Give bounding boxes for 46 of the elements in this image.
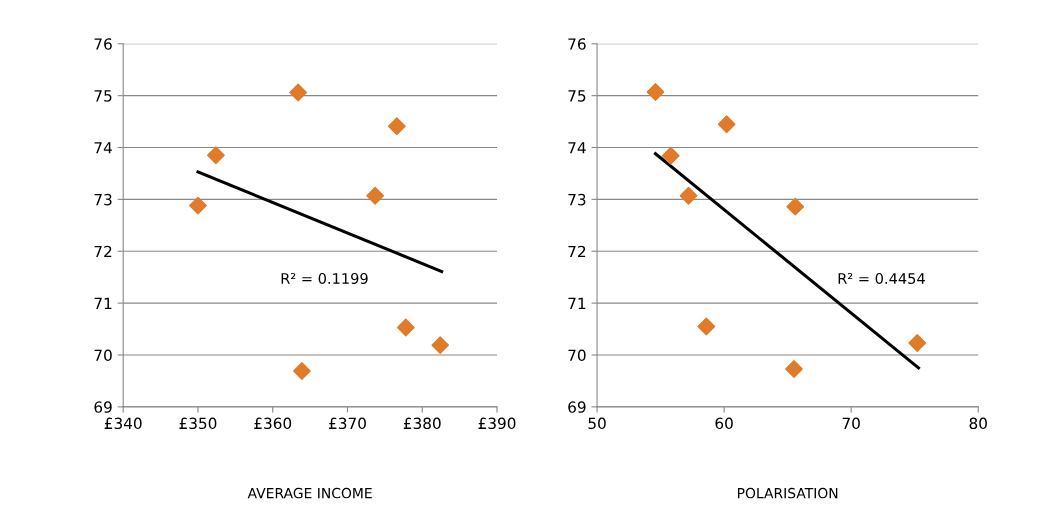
x-axis-title: POLARISATION bbox=[738, 487, 838, 499]
x-tick-label: 60 bbox=[715, 417, 733, 430]
x-tick-label: £380 bbox=[403, 417, 441, 430]
y-tick-label: 72 bbox=[568, 245, 586, 258]
point bbox=[189, 196, 207, 215]
y-tick-label: 71 bbox=[94, 297, 112, 309]
x-tick-label: £360 bbox=[254, 417, 292, 430]
y-tick-label: 71 bbox=[568, 297, 586, 309]
point bbox=[366, 186, 385, 205]
point bbox=[679, 186, 698, 205]
point bbox=[908, 334, 927, 352]
point bbox=[431, 336, 450, 355]
point bbox=[646, 83, 665, 101]
point bbox=[387, 117, 406, 136]
y-tick-label: 74 bbox=[94, 142, 112, 154]
point bbox=[292, 362, 311, 380]
y-tick-label: 69 bbox=[568, 401, 586, 413]
x-tick-label: 80 bbox=[969, 417, 987, 430]
y-tick-label: 69 bbox=[94, 401, 112, 413]
x-tick-label: £350 bbox=[179, 417, 217, 430]
point bbox=[717, 115, 736, 134]
y-tick-label: 70 bbox=[568, 349, 586, 361]
point bbox=[786, 197, 805, 216]
x-tick-label: 70 bbox=[842, 417, 860, 430]
y-tick-label: 75 bbox=[94, 90, 112, 102]
point bbox=[661, 146, 680, 165]
y-tick-label: 72 bbox=[94, 245, 112, 258]
point bbox=[697, 317, 716, 336]
x-tick-label: £370 bbox=[329, 417, 366, 430]
x-axis-title: AVERAGE INCOME bbox=[247, 487, 372, 499]
y-tick-label: 75 bbox=[568, 90, 586, 102]
point bbox=[289, 83, 308, 102]
y-tick-label: 70 bbox=[94, 349, 112, 361]
y-tick-label: 76 bbox=[94, 38, 112, 50]
point bbox=[396, 318, 415, 337]
y-tick-label: 74 bbox=[568, 142, 586, 154]
x-tick-label: 50 bbox=[588, 417, 606, 430]
y-tick-label: 73 bbox=[94, 193, 112, 206]
annotation: R² = 0.4454 bbox=[838, 272, 925, 285]
point bbox=[785, 360, 803, 378]
x-tick-label: £390 bbox=[478, 417, 516, 430]
x-tick-label: £340 bbox=[104, 417, 142, 430]
y-tick-label: 73 bbox=[568, 193, 586, 206]
y-tick-label: 76 bbox=[568, 38, 586, 50]
annotation: R² = 0.1199 bbox=[281, 272, 368, 285]
point bbox=[206, 146, 225, 165]
